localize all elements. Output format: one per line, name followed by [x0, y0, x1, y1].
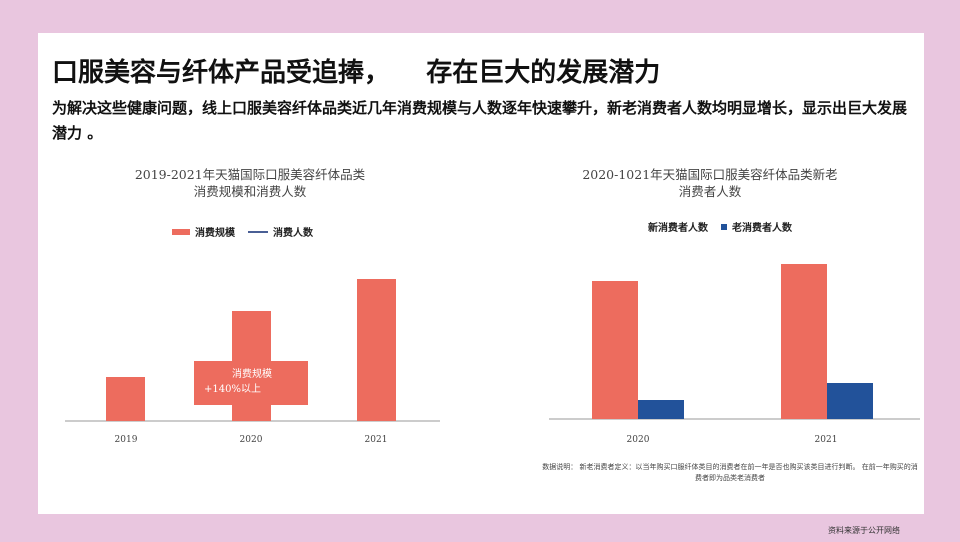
chart1-title-line2: 消费规模和消费人数	[193, 184, 307, 199]
page-subtitle: 为解决这些健康问题，线上口服美容纤体品类近几年消费规模与人数逐年快速攀升，新老消…	[52, 99, 908, 142]
chart1-legend: 消费规模 消费人数	[172, 224, 313, 239]
callout-line2: +140%以上	[204, 384, 261, 395]
chart1-callout: 消费规模 +140%以上	[194, 361, 308, 405]
legend-label-new: 新消费者人数	[648, 223, 708, 234]
legend-swatch-old	[721, 223, 727, 230]
legend-label-scale: 消费规模	[195, 228, 235, 239]
chart2-bar-new-2020	[592, 281, 638, 419]
chart2-tick: 2020	[626, 435, 650, 445]
chart2-bar-old-2021	[827, 383, 873, 419]
chart2-tick: 2021	[814, 435, 838, 445]
source-footer: 资料来源于公开网络	[828, 526, 900, 535]
chart2-title-line2: 消费者人数	[678, 184, 742, 199]
chart2-bar-old-2020	[638, 400, 684, 419]
chart1-tick: 2021	[364, 435, 388, 445]
page-title: 口服美容与纤体产品受追捧， 存在巨大的发展潜力	[52, 58, 661, 88]
legend-label-people: 消费人数	[273, 228, 313, 239]
chart1-tick: 2020	[239, 435, 263, 445]
chart2-title: 2020-1021年天猫国际口服美容纤体品类新老 消费者人数	[550, 166, 870, 200]
chart2-legend: 新消费者人数 老消费者人数	[648, 219, 792, 234]
chart1-bar-2019	[106, 377, 145, 421]
legend-label-old: 老消费者人数	[732, 223, 792, 234]
chart1-title: 2019-2021年天猫国际口服美容纤体品类 消费规模和消费人数	[90, 166, 410, 200]
chart2-title-line1: 2020-1021年天猫国际口服美容纤体品类新老	[582, 167, 838, 182]
content-panel	[38, 33, 924, 514]
callout-line1: 消费规模	[232, 369, 272, 380]
legend-swatch-scale	[172, 228, 190, 235]
chart2-note: 数据说明： 新老消费者定义：以当年购买口服纤体类目的消费者在前一年是否也购买该类…	[542, 463, 918, 482]
chart1-bar-2021	[357, 279, 396, 421]
chart1-title-line1: 2019-2021年天猫国际口服美容纤体品类	[134, 167, 366, 182]
chart1-tick: 2019	[114, 435, 138, 445]
legend-swatch-people	[248, 230, 268, 233]
chart2-bar-new-2021	[781, 264, 827, 419]
